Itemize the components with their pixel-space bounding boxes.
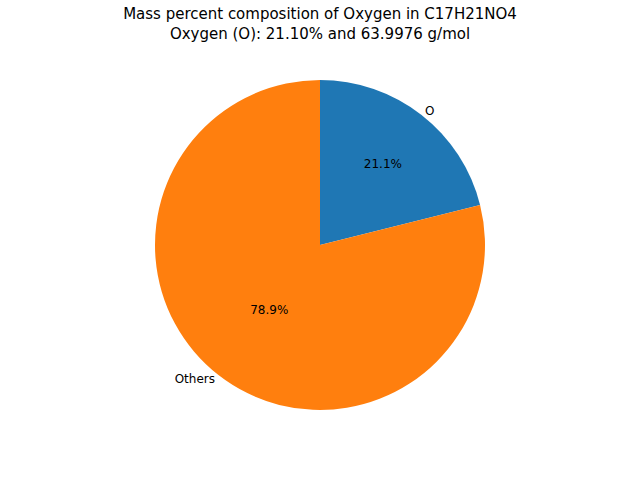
svg-text:21.1%: 21.1% xyxy=(364,157,402,171)
svg-text:Others: Others xyxy=(175,372,215,386)
svg-text:O: O xyxy=(425,104,434,118)
svg-text:Mass percent composition of Ox: Mass percent composition of Oxygen in C1… xyxy=(123,5,517,43)
svg-text:78.9%: 78.9% xyxy=(250,303,288,317)
